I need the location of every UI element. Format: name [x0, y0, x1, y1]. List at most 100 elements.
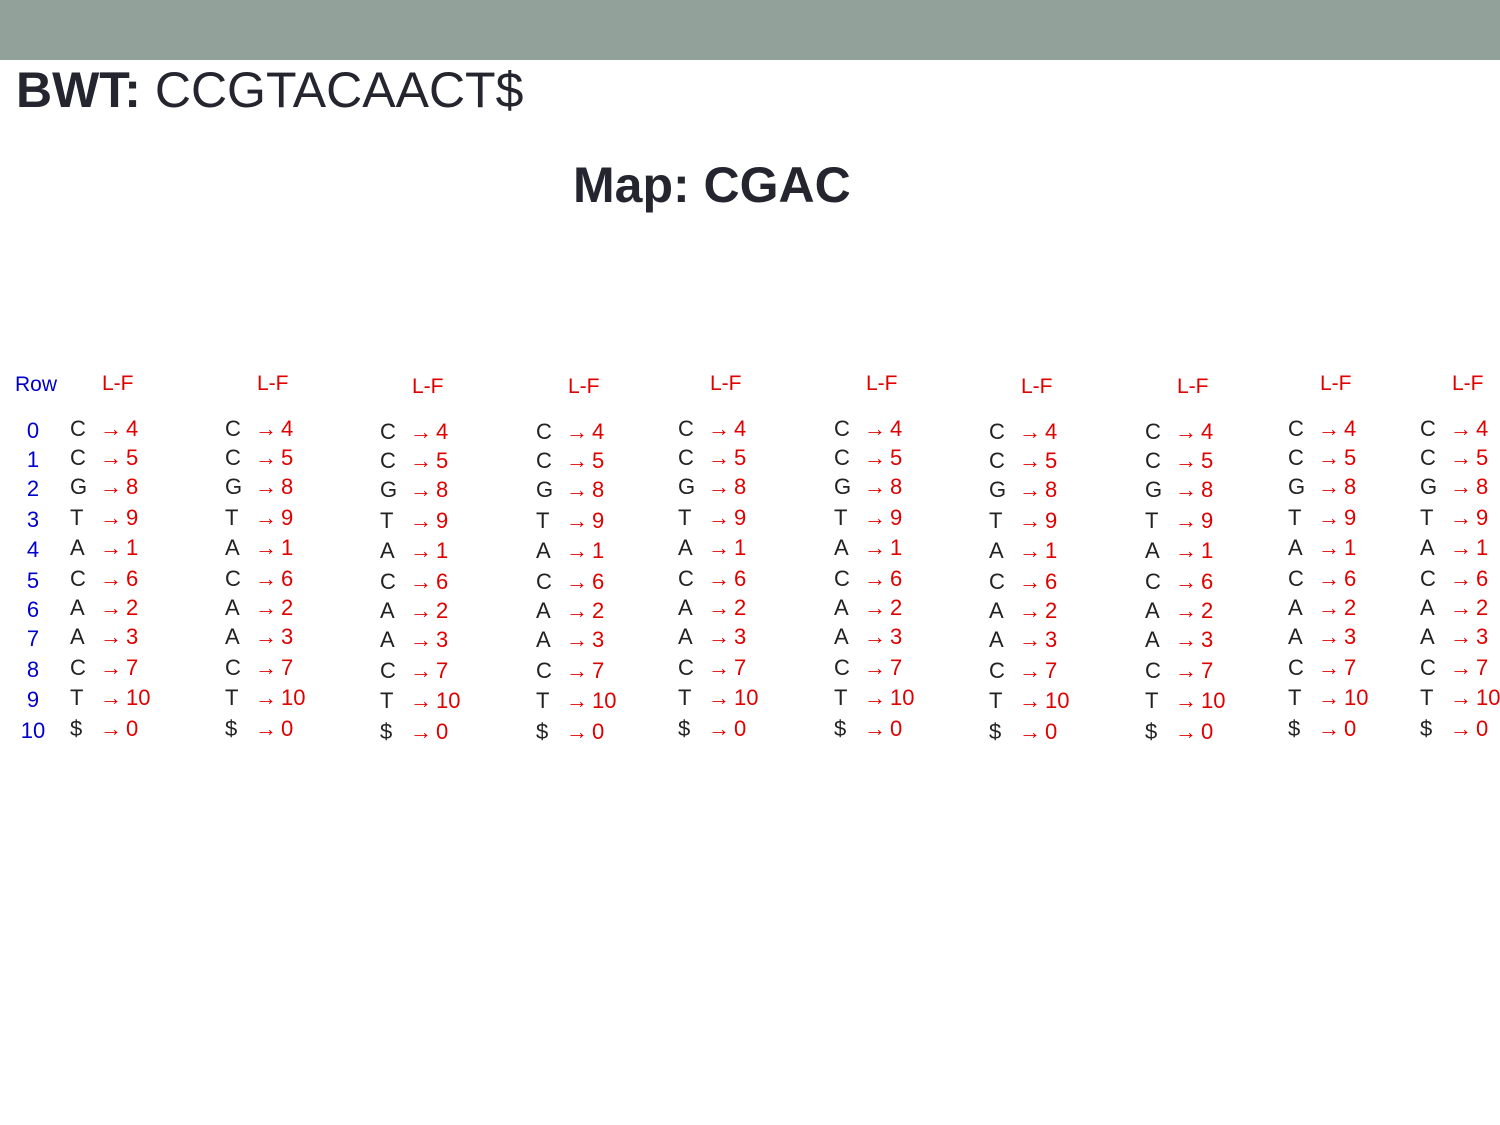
lf-entry: C → 7: [70, 655, 138, 681]
lf-entry: C → 4: [70, 416, 138, 442]
arrow-right-icon: →: [566, 688, 588, 713]
bwt-heading: BWT: CCGTACAACT$: [16, 62, 523, 118]
arrow-right-icon: →: [1019, 508, 1041, 533]
lf-target-row: 10: [890, 685, 915, 710]
lf-entry: T → 10: [834, 685, 914, 711]
bwt-symbol: $: [536, 719, 549, 744]
bwt-symbol: C: [1145, 658, 1161, 683]
bwt-symbol: C: [989, 569, 1005, 594]
bwt-symbol: A: [536, 627, 551, 652]
lf-target-row: 2: [1344, 595, 1357, 620]
lf-target-row: 8: [1045, 477, 1058, 502]
arrow-right-icon: →: [566, 477, 588, 502]
arrow-right-icon: →: [1175, 538, 1197, 563]
arrow-right-icon: →: [255, 685, 277, 710]
arrow-right-icon: →: [1175, 508, 1197, 533]
lf-target-row: 1: [734, 535, 747, 560]
row-index-5: 5: [26, 568, 40, 593]
lf-target-row: 5: [1201, 448, 1214, 473]
lf-entry: C → 4: [989, 419, 1057, 445]
lf-entry: A → 1: [536, 538, 604, 564]
lf-target-row: 6: [1476, 566, 1489, 591]
arrow-right-icon: →: [708, 474, 730, 499]
lf-target-row: 1: [281, 535, 294, 560]
lf-entry: C → 6: [536, 569, 604, 595]
lf-entry: G → 8: [678, 474, 746, 500]
arrow-right-icon: →: [100, 595, 122, 620]
bwt-symbol: C: [989, 419, 1005, 444]
arrow-right-icon: →: [1450, 566, 1472, 591]
lf-entry: A → 2: [989, 598, 1057, 624]
arrow-right-icon: →: [1318, 416, 1340, 441]
bwt-symbol: T: [1288, 505, 1302, 530]
lf-target-row: 9: [126, 505, 139, 530]
arrow-right-icon: →: [864, 566, 886, 591]
lf-entry: $ → 0: [380, 719, 448, 745]
bwt-symbol: G: [1145, 477, 1163, 502]
arrow-right-icon: →: [100, 624, 122, 649]
arrow-right-icon: →: [1019, 658, 1041, 683]
lf-target-row: 1: [1045, 538, 1058, 563]
lf-entry: G → 8: [380, 477, 448, 503]
bwt-symbol: T: [225, 505, 239, 530]
arrow-right-icon: →: [864, 624, 886, 649]
lf-header: L-F: [257, 372, 289, 395]
lf-entry: $ → 0: [1145, 719, 1213, 745]
arrow-right-icon: →: [255, 445, 277, 470]
arrow-right-icon: →: [1175, 419, 1197, 444]
row-index-9: 9: [26, 687, 40, 712]
lf-entry: A → 3: [1145, 627, 1213, 653]
lf-target-row: 0: [281, 716, 294, 741]
bwt-symbol: T: [678, 685, 692, 710]
arrow-right-icon: →: [100, 445, 122, 470]
lf-target-row: 10: [1344, 685, 1369, 710]
lf-entry: C → 5: [1288, 445, 1356, 471]
bwt-symbol: C: [536, 448, 552, 473]
bwt-symbol: T: [536, 508, 550, 533]
lf-entry: T → 10: [1288, 685, 1368, 711]
bwt-symbol: T: [70, 505, 84, 530]
lf-target-row: 2: [592, 598, 605, 623]
lf-entry: C → 4: [678, 416, 746, 442]
bwt-symbol: A: [1420, 595, 1435, 620]
bwt-symbol: A: [1420, 624, 1435, 649]
lf-header: L-F: [1320, 372, 1352, 395]
lf-entry: A → 1: [1145, 538, 1213, 564]
arrow-right-icon: →: [566, 538, 588, 563]
lf-entry: T → 9: [1288, 505, 1356, 531]
bwt-symbol: C: [1288, 416, 1304, 441]
arrow-right-icon: →: [708, 445, 730, 470]
lf-target-row: 5: [890, 445, 903, 470]
arrow-right-icon: →: [566, 448, 588, 473]
lf-entry: C → 7: [678, 655, 746, 681]
lf-entry: C → 6: [989, 569, 1057, 595]
arrow-right-icon: →: [1175, 658, 1197, 683]
lf-entry: C → 5: [70, 445, 138, 471]
arrow-right-icon: →: [255, 655, 277, 680]
bwt-symbol: C: [834, 566, 850, 591]
lf-entry: C → 4: [834, 416, 902, 442]
lf-target-row: 3: [1045, 627, 1058, 652]
lf-target-row: 9: [281, 505, 294, 530]
lf-target-row: 9: [436, 508, 449, 533]
bwt-symbol: A: [380, 627, 395, 652]
arrow-right-icon: →: [566, 719, 588, 744]
lf-target-row: 3: [592, 627, 605, 652]
bwt-symbol: A: [380, 598, 395, 623]
arrow-right-icon: →: [864, 535, 886, 560]
lf-target-row: 10: [734, 685, 759, 710]
bwt-symbol: G: [380, 477, 398, 502]
bwt-symbol: $: [989, 719, 1002, 744]
bwt-symbol: T: [225, 685, 239, 710]
lf-entry: T → 9: [1145, 508, 1213, 534]
bwt-symbol: G: [1288, 474, 1306, 499]
bwt-symbol: A: [1145, 538, 1160, 563]
lf-target-row: 4: [1201, 419, 1214, 444]
bwt-symbol: A: [678, 624, 693, 649]
lf-entry: A → 2: [1420, 595, 1488, 621]
lf-target-row: 6: [592, 569, 605, 594]
lf-target-row: 1: [1476, 535, 1489, 560]
lf-target-row: 9: [890, 505, 903, 530]
lf-entry: C → 4: [225, 416, 293, 442]
bwt-symbol: C: [70, 445, 86, 470]
